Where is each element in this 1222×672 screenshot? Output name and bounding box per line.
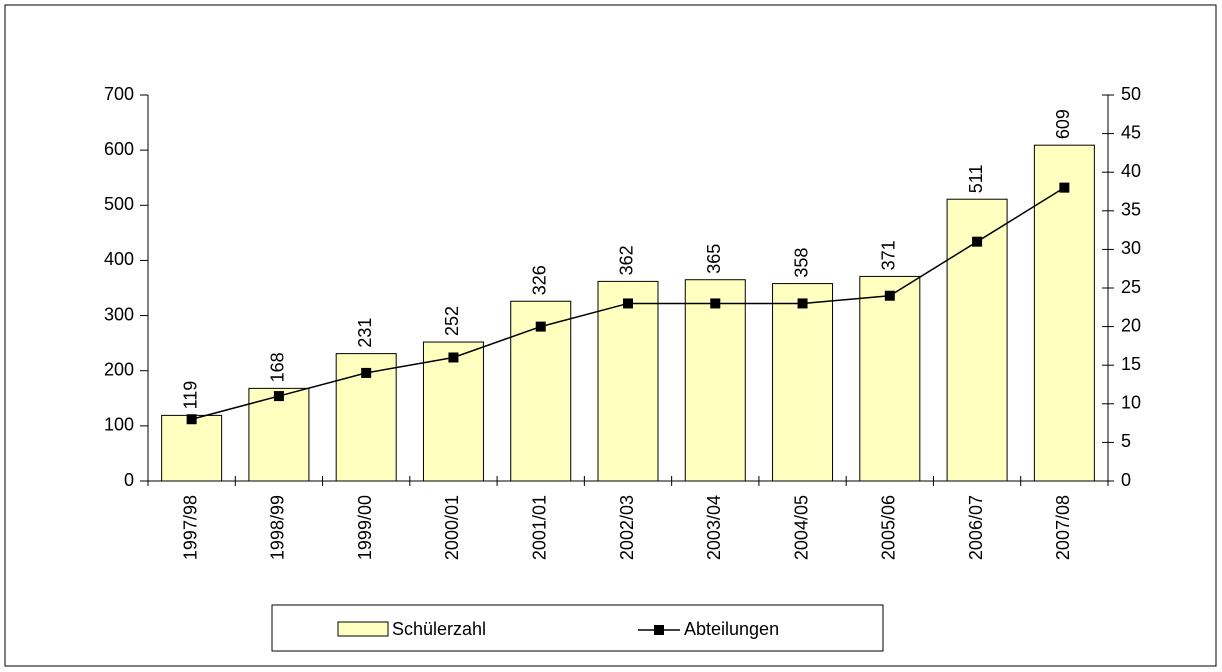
- y-tick-label: 100: [104, 415, 134, 435]
- line-marker: [972, 236, 983, 247]
- y-tick-label: 200: [104, 359, 134, 379]
- line-marker: [273, 391, 284, 402]
- bar: [684, 279, 746, 482]
- bar: [248, 387, 310, 482]
- legend-label: Abteilungen: [684, 619, 779, 639]
- data-label: 252: [442, 306, 462, 336]
- legend-label: Schülerzahl: [392, 619, 486, 639]
- line-marker: [797, 298, 808, 309]
- x-tick-label: 2005/06: [879, 495, 899, 560]
- x-tick-label: 2003/04: [704, 495, 724, 560]
- x-tick-label: 2007/08: [1053, 495, 1073, 560]
- y2-tick-label: 15: [1121, 354, 1141, 374]
- line-marker: [623, 298, 633, 309]
- y2-tick-label: 5: [1121, 431, 1131, 451]
- y2-tick-label: 40: [1121, 161, 1141, 181]
- data-label: 362: [617, 245, 637, 275]
- data-label: 371: [879, 240, 899, 270]
- data-label: 365: [704, 244, 724, 274]
- line-marker: [710, 298, 721, 309]
- bar: [859, 275, 921, 482]
- y-tick-label: 600: [104, 139, 134, 159]
- bar: [1033, 144, 1095, 482]
- y2-tick-label: 0: [1121, 470, 1131, 490]
- x-tick-label: 1997/98: [180, 495, 200, 560]
- y2-tick-label: 20: [1121, 315, 1141, 335]
- x-tick-label: 1999/00: [355, 495, 375, 560]
- bar: [422, 341, 484, 482]
- x-tick-label: 2006/07: [966, 495, 986, 560]
- bar: [772, 283, 834, 482]
- x-tick-label: 2004/05: [791, 495, 811, 560]
- y-tick-label: 700: [104, 84, 134, 104]
- data-label: 119: [180, 381, 200, 410]
- data-label: 231: [355, 318, 375, 348]
- y-tick-label: 300: [104, 304, 134, 324]
- line-marker: [1059, 182, 1070, 193]
- x-tick-label: 2000/01: [442, 495, 462, 560]
- data-label: 168: [268, 352, 288, 382]
- line-marker: [361, 367, 372, 378]
- line-marker: [186, 414, 197, 425]
- line-marker: [884, 290, 895, 301]
- data-label: 609: [1053, 109, 1073, 139]
- x-tick-label: 1998/99: [268, 495, 288, 560]
- legend-swatch: [337, 621, 389, 637]
- y2-tick-label: 25: [1121, 277, 1141, 297]
- line-marker: [535, 321, 546, 332]
- x-tick-label: 2001/01: [529, 495, 549, 560]
- y2-tick-label: 10: [1121, 393, 1141, 413]
- legend-marker: [654, 625, 664, 635]
- y2-tick-label: 35: [1121, 200, 1141, 220]
- bar: [597, 280, 659, 482]
- y-tick-label: 400: [104, 249, 134, 269]
- data-label: 358: [791, 248, 811, 278]
- y2-tick-label: 50: [1121, 84, 1141, 104]
- y-tick-label: 500: [104, 194, 134, 214]
- data-label: 511: [966, 165, 986, 194]
- y2-tick-label: 30: [1121, 238, 1141, 258]
- line-marker: [448, 352, 459, 363]
- bar: [161, 414, 223, 482]
- y-tick-label: 0: [124, 470, 134, 490]
- data-label: 326: [529, 265, 549, 295]
- x-tick-label: 2002/03: [617, 495, 637, 560]
- y2-tick-label: 45: [1121, 122, 1141, 142]
